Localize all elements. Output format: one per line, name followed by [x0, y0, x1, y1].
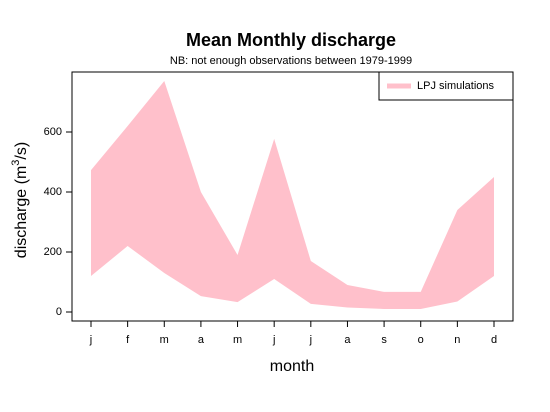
- x-tick-label: a: [344, 334, 351, 346]
- chart-subtitle: NB: not enough observations between 1979…: [170, 55, 412, 67]
- x-tick-label: d: [491, 334, 497, 346]
- y-axis-label: discharge (m3/s): [10, 142, 30, 258]
- legend-label: LPJ simulations: [417, 80, 495, 92]
- x-tick-label: o: [418, 334, 424, 346]
- x-tick-label: j: [309, 334, 312, 346]
- y-label-text: discharge (m: [13, 166, 30, 258]
- band-area: [91, 81, 494, 309]
- x-tick-label: j: [272, 334, 275, 346]
- y-tick-label: 600: [44, 126, 62, 138]
- y-tick-label: 400: [44, 186, 62, 198]
- x-tick-label: s: [381, 334, 387, 346]
- plot-frame: [71, 71, 514, 322]
- x-tick-label: f: [126, 334, 130, 346]
- x-tick-label: j: [89, 334, 92, 346]
- y-label-end: /s): [13, 142, 30, 160]
- x-tick-label: m: [160, 334, 169, 346]
- x-tick-label: a: [198, 334, 205, 346]
- x-tick-label: m: [233, 334, 242, 346]
- y-tick-label: 200: [44, 246, 62, 258]
- chart-title: Mean Monthly discharge: [186, 30, 396, 50]
- x-tick-label: n: [454, 334, 460, 346]
- y-tick-label: 0: [56, 306, 62, 318]
- y-label-sup: 3: [10, 160, 22, 166]
- x-axis-label: month: [270, 358, 314, 375]
